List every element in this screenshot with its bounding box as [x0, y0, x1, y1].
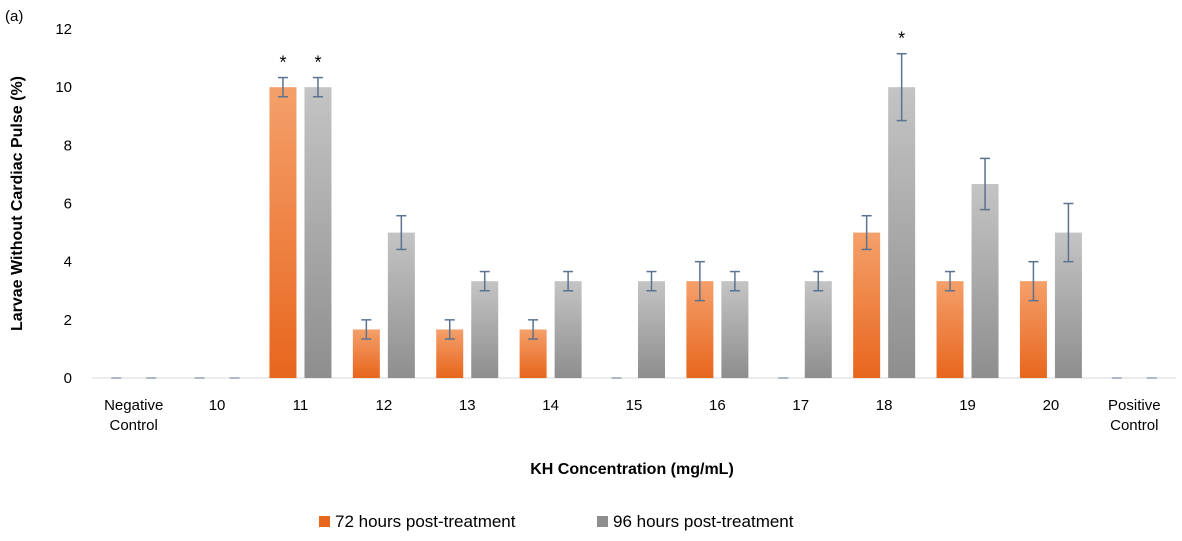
x-tick-label: 14: [542, 397, 559, 414]
x-axis: Negative Control 10 11 12 13 14 15 16 17 18 19 20 Pos…: [104, 397, 1160, 434]
x-tick-label: 17: [792, 397, 809, 414]
legend-label-72h: 72 hours post-treatment: [335, 512, 516, 531]
y-tick-label: 10: [55, 79, 72, 96]
bar-96h: [554, 281, 582, 378]
x-tick-label: 20: [1043, 397, 1060, 414]
legend: 72 hours post-treatment 96 hours post-tr…: [319, 512, 794, 531]
bar-96h: [387, 232, 415, 378]
x-tick-label: 10: [209, 397, 226, 414]
bars: * * *: [111, 29, 1157, 379]
x-tick-label: 15: [626, 397, 643, 414]
y-tick-label: 2: [64, 312, 72, 329]
legend-swatch-96h: [597, 516, 608, 527]
bar-72h: [853, 232, 881, 378]
bar-72h: [936, 281, 964, 378]
y-tick-label: 6: [64, 196, 72, 213]
y-tick-label: 8: [64, 137, 72, 154]
significance-marker: *: [898, 29, 905, 49]
bar-96h: [971, 184, 999, 378]
legend-label-96h: 96 hours post-treatment: [613, 512, 794, 531]
bar-96h: [888, 87, 916, 379]
bar-96h: [304, 87, 332, 379]
bar-96h: [471, 281, 499, 378]
significance-marker: *: [279, 53, 286, 73]
x-tick-label: 13: [459, 397, 476, 414]
significance-marker: *: [314, 53, 321, 73]
x-axis-title: KH Concentration (mg/mL): [530, 461, 734, 478]
bar-96h: [804, 281, 832, 378]
x-tick-label: 16: [709, 397, 726, 414]
y-tick-label: 4: [64, 254, 72, 271]
y-tick-label: 0: [64, 370, 72, 387]
legend-swatch-72h: [319, 516, 330, 527]
y-axis: 0 2 4 6 8 10 12: [55, 21, 72, 387]
panel-label: (a): [5, 8, 23, 25]
x-tick-label: Positive Control: [1108, 397, 1161, 434]
x-tick-label: 11: [293, 397, 309, 414]
x-tick-label: 18: [876, 397, 893, 414]
x-tick-label: 19: [959, 397, 976, 414]
bar-72h: [269, 87, 297, 379]
bar-96h: [721, 281, 749, 378]
x-tick-label: Negative Control: [104, 397, 163, 434]
bar-96h: [638, 281, 665, 378]
y-tick-label: 12: [55, 21, 72, 38]
x-tick-label: 12: [376, 397, 393, 414]
y-axis-title: Larvae Without Cardiac Pulse (%): [9, 76, 26, 331]
